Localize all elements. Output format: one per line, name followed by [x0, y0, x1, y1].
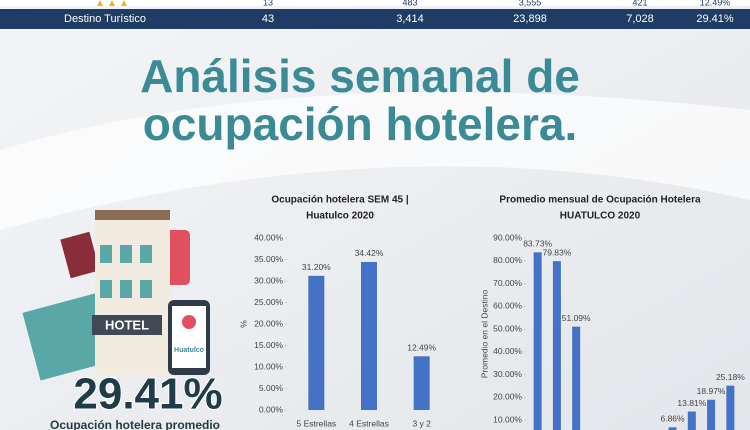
bar	[668, 427, 677, 430]
y-tick-label: 0.00%	[259, 404, 284, 414]
chart-title: Promedio mensual de Ocupación Hotelera	[499, 195, 701, 206]
y-tick-label: 15.00%	[254, 340, 283, 350]
y-tick-label: 50.00%	[493, 323, 522, 333]
y-tick-label: 70.00%	[493, 278, 522, 288]
table-cell: 29.41%	[696, 13, 734, 25]
illustration	[22, 210, 210, 381]
bar	[361, 261, 377, 410]
x-tick-label: 3 y 2	[412, 418, 431, 428]
headline: ocupación hotelera.	[143, 98, 578, 150]
table-cell: 7,028	[626, 13, 654, 25]
y-tick-label: 90.00%	[493, 232, 522, 242]
y-tick-label: 20.00%	[254, 318, 283, 328]
table-cell: Destino Turístico	[64, 13, 146, 25]
chart-title: Ocupación hotelera SEM 45 |	[271, 195, 408, 206]
y-tick-label: 10.00%	[493, 414, 522, 424]
bar	[552, 261, 561, 430]
data-label: 25.18%	[716, 372, 745, 382]
bar	[308, 275, 325, 410]
table-cell: 12.49%	[700, 0, 731, 7]
y-tick-label: 5.00%	[259, 383, 284, 393]
y-tick-label: 40.00%	[254, 232, 283, 242]
hotel-sign: HOTEL	[105, 317, 149, 332]
bar	[707, 399, 716, 430]
table-cell: 43	[262, 13, 274, 25]
table-row	[0, 9, 750, 29]
y-axis-label: Promedio en el Destino	[479, 290, 489, 379]
stars	[97, 0, 127, 6]
table-cell: 3,414	[396, 13, 424, 25]
table-cell: 23,898	[513, 13, 547, 25]
bar	[533, 252, 542, 430]
table-cell: 13	[263, 0, 273, 7]
y-tick-label: 60.00%	[493, 301, 522, 311]
y-tick-label: 10.00%	[254, 361, 283, 371]
data-label: 79.83%	[542, 247, 571, 257]
y-tick-label: 30.00%	[493, 369, 522, 379]
table-row-top	[0, 0, 750, 6]
chart-title: Huatulco 2020	[306, 211, 374, 222]
y-tick-label: 40.00%	[493, 346, 522, 356]
y-tick-label: 20.00%	[493, 392, 522, 402]
data-label: 12.49%	[407, 343, 436, 353]
highlight-value: 29.41%	[73, 370, 222, 419]
bar	[572, 326, 581, 430]
data-label: 51.09%	[562, 313, 591, 323]
y-tick-label: 25.00%	[254, 297, 283, 307]
data-label: 6.86%	[660, 414, 685, 424]
bar	[687, 411, 696, 430]
x-tick-label: 4 Estrellas	[349, 418, 389, 428]
bar	[413, 356, 430, 410]
brand: Huatulco	[174, 347, 204, 354]
swoosh	[0, 92, 750, 230]
table-cell: 483	[402, 0, 417, 7]
headline: Análisis semanal de	[140, 50, 580, 102]
data-label: 13.81%	[677, 398, 706, 408]
y-tick-label: 35.00%	[254, 254, 283, 264]
table-cell: 3,555	[519, 0, 542, 7]
data-label: 18.97%	[697, 386, 726, 396]
table-cell: 421	[632, 0, 647, 7]
data-label: 34.42%	[355, 248, 384, 258]
y-axis-label: %	[238, 320, 248, 328]
chart-title: HUATULCO 2020	[560, 211, 641, 222]
x-tick-label: 5 Estrellas	[296, 418, 336, 428]
y-tick-label: 80.00%	[493, 255, 522, 265]
data-label: 83.73%	[523, 239, 552, 249]
y-tick-label: 30.00%	[254, 275, 283, 285]
data-label: 31.20%	[302, 262, 331, 272]
highlight-caption: Ocupación hotelera promedio	[50, 418, 220, 430]
bar	[726, 385, 735, 430]
